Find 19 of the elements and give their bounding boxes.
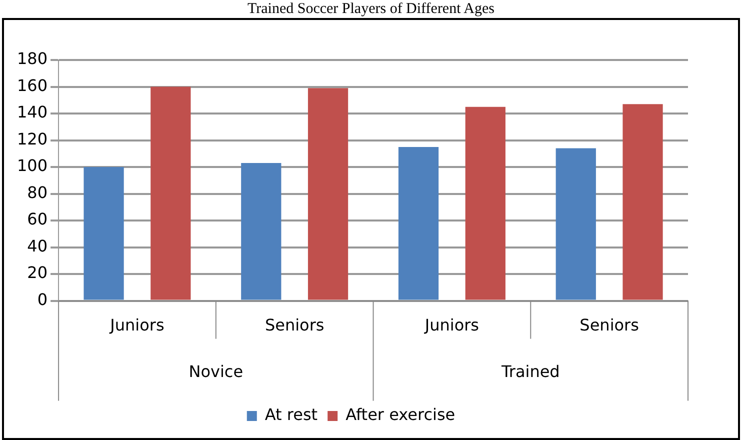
x-tick-label: Seniors bbox=[580, 316, 639, 335]
legend-label: At rest bbox=[264, 405, 318, 424]
y-tick-label: 140 bbox=[16, 102, 48, 122]
y-tick-label: 100 bbox=[16, 156, 48, 176]
y-tick-label: 160 bbox=[16, 76, 48, 95]
x-tick-label: Juniors bbox=[424, 316, 480, 335]
y-tick-label: 20 bbox=[27, 263, 48, 282]
text: Trained bbox=[500, 362, 560, 381]
y-tick-label: 80 bbox=[27, 182, 48, 202]
chart-title: Trained Soccer Players of Different Ages bbox=[246, 0, 496, 18]
y-tick-label: 60 bbox=[27, 210, 48, 229]
x-tick-label: Juniors bbox=[109, 316, 164, 335]
text: Novice bbox=[188, 362, 244, 381]
y-tick-label: 40 bbox=[27, 236, 48, 256]
legend-label: After exercise bbox=[346, 405, 456, 424]
x-tick-label: Seniors bbox=[264, 316, 324, 335]
y-tick-label: 180 bbox=[16, 49, 48, 68]
y-tick-label: 120 bbox=[16, 129, 48, 148]
y-tick-label: 0 bbox=[37, 290, 48, 309]
